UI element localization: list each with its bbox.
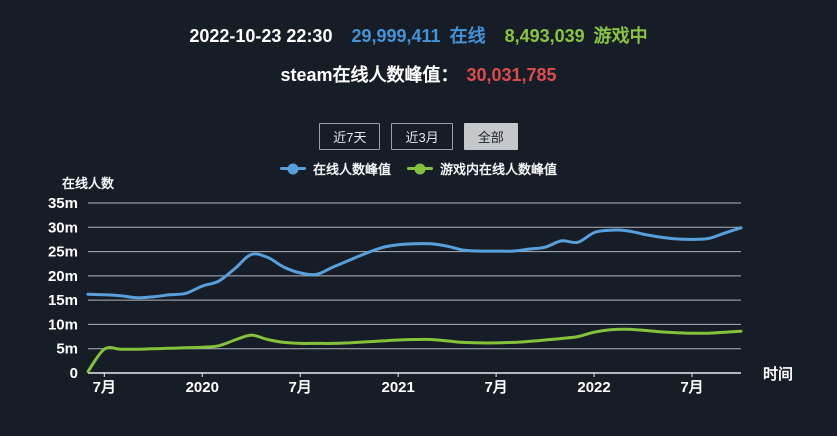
line-dot-icon (407, 163, 433, 174)
svg-text:2022: 2022 (577, 379, 610, 396)
range-button-all[interactable]: 全部 (463, 123, 518, 150)
online-label: 在线 (449, 26, 486, 46)
svg-text:7月: 7月 (289, 379, 312, 396)
line-dot-icon (279, 163, 306, 174)
svg-text:0: 0 (70, 365, 78, 382)
legend-item-ingame-peak[interactable]: 游戏内在线人数峰值 (407, 159, 557, 178)
svg-text:20m: 20m (48, 268, 78, 285)
legend-label-online-peak: 在线人数峰值 (312, 162, 391, 177)
online-stat: 29,999,411 在线 (351, 22, 485, 48)
page-content: 2022-10-23 22:30 29,999,411 在线 8,493,039 游… (0, 0, 837, 191)
report-datetime: 2022-10-23 22:30 (189, 26, 333, 46)
svg-text:10m: 10m (48, 316, 78, 333)
svg-text:15m: 15m (48, 292, 78, 309)
svg-text:30m: 30m (48, 219, 78, 236)
peak-value: 30,031,785 (466, 65, 557, 85)
svg-text:2021: 2021 (381, 379, 414, 396)
peak-line: steam在线人数峰值： 30,031,785 (0, 61, 837, 87)
ingame-label: 游戏中 (593, 26, 648, 46)
legend-item-online-peak[interactable]: 在线人数峰值 (279, 159, 391, 178)
range-controls: 近7天 近3月 全部 (0, 123, 837, 150)
header-stats-line: 2022-10-23 22:30 29,999,411 在线 8,493,039 游… (0, 0, 837, 48)
svg-text:时间: 时间 (763, 365, 793, 383)
svg-text:35m: 35m (48, 195, 78, 212)
range-button-3months[interactable]: 近3月 (391, 123, 453, 150)
ingame-stat: 8,493,039 游戏中 (505, 22, 648, 48)
dot-icon (287, 163, 299, 174)
peak-title: steam在线人数峰值： (280, 65, 459, 85)
range-button-7days[interactable]: 近7天 (319, 123, 381, 150)
svg-text:5m: 5m (56, 341, 78, 358)
svg-text:7月: 7月 (680, 379, 703, 396)
y-axis-title: 在线人数 (62, 176, 115, 191)
chart-legend: 在线人数峰值 游戏内在线人数峰值 (0, 159, 837, 178)
svg-text:2020: 2020 (186, 379, 219, 396)
svg-text:25m: 25m (48, 244, 78, 261)
dot-icon (414, 163, 426, 174)
ingame-count: 8,493,039 (504, 26, 585, 46)
svg-text:7月: 7月 (93, 379, 116, 396)
legend-label-ingame-peak: 游戏内在线人数峰值 (440, 162, 558, 177)
online-count: 29,999,411 (351, 26, 441, 46)
svg-text:7月: 7月 (484, 379, 507, 396)
